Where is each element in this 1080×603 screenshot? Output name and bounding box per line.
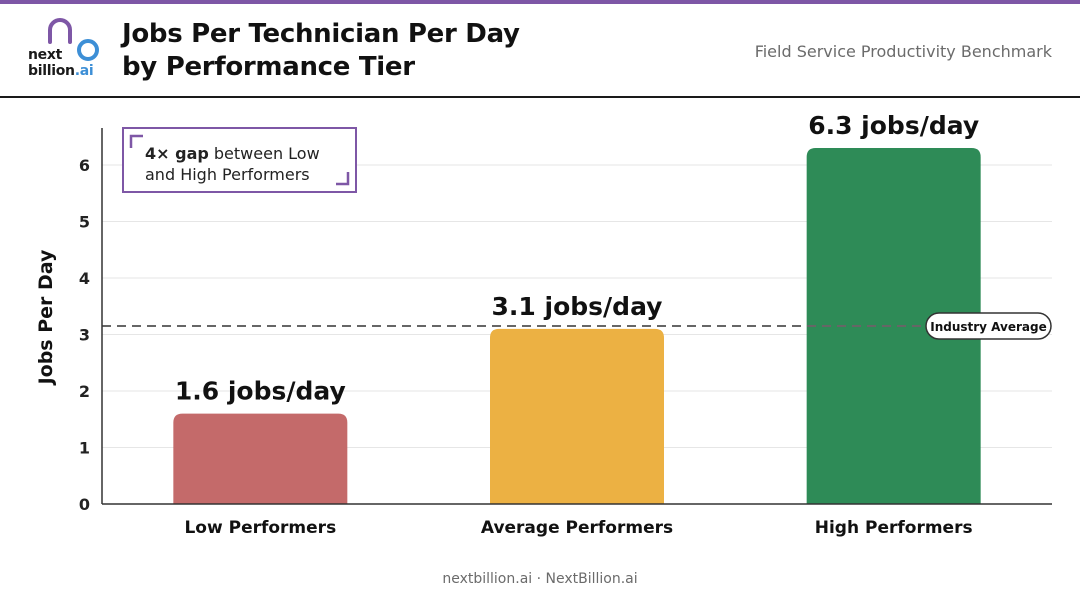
bar-2	[490, 328, 664, 504]
y-tick-label: 4	[79, 269, 90, 288]
annotation-frame	[122, 127, 357, 193]
data-label: 1.6 jobs/day	[175, 377, 346, 406]
header-divider	[0, 96, 1080, 98]
data-labels: 1.6 jobs/day 3.1 jobs/day 6.3 jobs/day	[175, 111, 979, 406]
axes: 0 1 2 3 4 5 6 Jobs Per Day Low Performers Average…	[35, 128, 1052, 538]
annotation-rest: between Low	[209, 144, 320, 163]
data-label: 6.3 jobs/day	[808, 111, 979, 140]
page-subtitle: Field Service Productivity Benchmark	[754, 42, 1052, 61]
page-title: Jobs Per Technician Per Day by Performan…	[122, 18, 520, 84]
data-label: 3.1 jobs/day	[492, 292, 663, 321]
nextbillion-logo-icon	[48, 18, 99, 61]
y-tick-label: 1	[79, 439, 90, 458]
title-line-1: Jobs Per Technician Per Day	[122, 19, 520, 49]
annotation-corner-bottom-right	[336, 172, 350, 186]
y-axis-label: Jobs Per Day	[35, 249, 57, 386]
y-tick-label: 2	[79, 382, 90, 401]
y-tick-label: 6	[79, 156, 90, 175]
logo-wordmark: next billion.ai	[28, 47, 94, 79]
x-tick-label: Low Performers	[184, 518, 336, 538]
x-tick-label: High Performers	[815, 518, 973, 538]
bar-1	[173, 413, 348, 504]
annotation-line-1: 4× gap between Low	[145, 144, 320, 163]
logo-line-2: billion.ai	[28, 63, 94, 79]
bar-3	[806, 148, 981, 505]
bars: Industry Average	[102, 148, 1052, 505]
industry-average-label: Industry Average	[930, 320, 1047, 334]
logo-billion: billion	[28, 63, 75, 79]
logo-line-1: next	[28, 47, 62, 63]
bar-chart: Industry Average 1.6 jobs/day 3.1 jobs/da…	[35, 111, 1052, 538]
y-tick-label: 0	[79, 495, 90, 514]
x-tick-label: Average Performers	[481, 518, 673, 538]
annotation-corner-top-left	[129, 134, 143, 148]
top-accent-bar	[0, 0, 1080, 4]
annotation-box: 4× gap between Low and High Performers	[122, 127, 357, 193]
logo-ai: .ai	[74, 63, 94, 79]
footer-credit: nextbillion.ai · NextBillion.ai	[442, 571, 638, 587]
title-line-2: by Performance Tier	[122, 52, 415, 82]
industry-average-pill	[925, 312, 1052, 340]
annotation-bold: 4× gap	[145, 144, 209, 163]
y-tick-label: 5	[79, 213, 90, 232]
y-tick-label: 3	[79, 326, 90, 345]
annotation-line-2: and High Performers	[145, 165, 310, 184]
